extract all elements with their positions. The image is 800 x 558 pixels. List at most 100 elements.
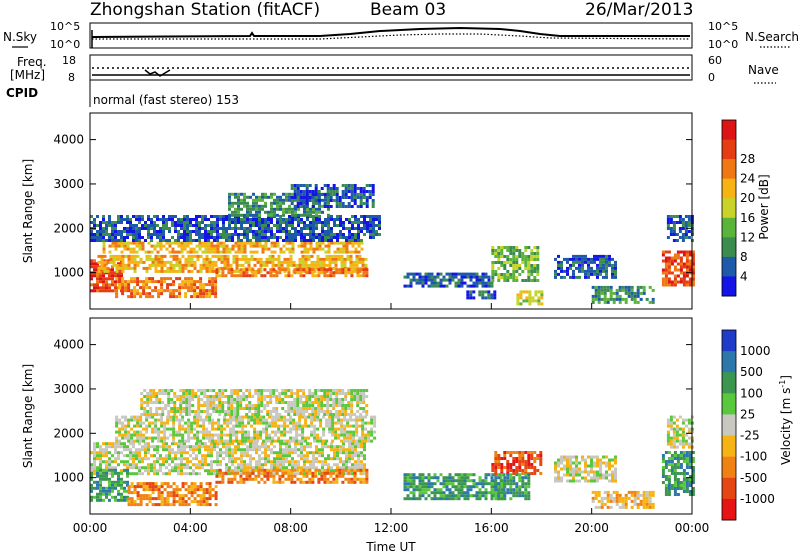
data-cell — [215, 494, 218, 497]
data-cell — [407, 285, 410, 288]
data-cell — [252, 199, 255, 202]
data-cell — [306, 202, 309, 205]
data-cell — [332, 271, 335, 274]
cpid-mode: normal (fast stereo) 153 — [93, 93, 239, 107]
data-cell — [329, 404, 332, 407]
data-cell — [221, 271, 224, 274]
data-cell — [267, 211, 270, 214]
data-cell — [688, 221, 691, 224]
data-cell — [261, 230, 264, 233]
data-cell — [239, 258, 242, 261]
data-cell — [306, 196, 309, 199]
data-cell — [605, 273, 608, 276]
data-cell — [124, 286, 127, 289]
data-cell — [293, 398, 296, 401]
data-cell — [335, 481, 338, 484]
data-cell — [256, 431, 259, 434]
data-cell — [278, 268, 281, 271]
data-cell — [99, 466, 102, 469]
data-cell — [284, 389, 287, 392]
data-cell — [281, 392, 284, 395]
data-cell — [359, 274, 362, 277]
colorbar-segment — [722, 218, 736, 238]
data-cell — [466, 290, 469, 293]
data-cell — [210, 472, 213, 475]
data-cell — [363, 193, 366, 196]
data-cell — [315, 202, 318, 205]
data-cell — [329, 264, 332, 267]
data-cell — [227, 478, 230, 481]
data-cell — [279, 230, 282, 233]
data-cell — [176, 255, 179, 258]
data-cell — [581, 270, 584, 273]
data-cell — [512, 261, 515, 264]
data-cell — [317, 469, 320, 472]
data-cell — [160, 416, 163, 419]
data-cell — [485, 276, 488, 279]
data-cell — [341, 261, 344, 264]
data-cell — [139, 431, 142, 434]
data-cell — [273, 193, 276, 196]
data-cell — [315, 448, 318, 451]
data-cell — [149, 413, 152, 416]
data-cell — [625, 298, 628, 301]
data-cell — [354, 239, 357, 242]
data-cell — [622, 289, 625, 292]
data-cell — [155, 413, 158, 416]
data-cell — [147, 227, 150, 230]
data-cell — [362, 274, 365, 277]
data-cell — [201, 218, 204, 221]
data-cell — [452, 273, 455, 276]
data-cell — [264, 460, 267, 463]
data-cell — [347, 481, 350, 484]
data-cell — [416, 282, 419, 285]
data-cell — [269, 395, 272, 398]
data-cell — [329, 413, 332, 416]
data-cell — [318, 196, 321, 199]
data-cell — [478, 293, 481, 296]
data-cell — [282, 208, 285, 211]
data-cell — [689, 281, 692, 284]
data-cell — [264, 236, 267, 239]
data-cell — [238, 425, 241, 428]
data-cell — [182, 392, 185, 395]
data-cell — [241, 431, 244, 434]
data-cell — [108, 274, 111, 277]
data-cell — [321, 193, 324, 196]
data-cell — [161, 407, 164, 410]
data-cell — [269, 410, 272, 413]
data-cell — [252, 193, 255, 196]
data-cell — [117, 218, 120, 221]
data-cell — [167, 503, 170, 506]
data-cell — [254, 410, 257, 413]
colorbar-segment — [722, 276, 736, 296]
data-cell — [247, 431, 250, 434]
data-cell — [302, 268, 305, 271]
data-cell — [278, 469, 281, 472]
data-cell — [315, 211, 318, 214]
data-cell — [643, 292, 646, 295]
data-cell — [682, 239, 685, 242]
data-cell — [96, 230, 99, 233]
data-cell — [345, 454, 348, 457]
data-cell — [279, 463, 282, 466]
data-cell — [351, 196, 354, 199]
data-cell — [141, 236, 144, 239]
data-cell — [425, 276, 428, 279]
data-cell — [257, 469, 260, 472]
data-cell — [199, 440, 202, 443]
data-cell — [413, 273, 416, 276]
data-cell — [151, 289, 154, 292]
data-cell — [372, 205, 375, 208]
data-cell — [237, 227, 240, 230]
data-cell — [218, 413, 221, 416]
data-cell — [175, 431, 178, 434]
data-cell — [533, 258, 536, 261]
data-cell — [297, 463, 300, 466]
data-cell — [222, 233, 225, 236]
data-cell — [601, 286, 604, 289]
data-cell — [192, 451, 195, 454]
data-cell — [270, 460, 273, 463]
data-cell — [299, 407, 302, 410]
data-cell — [276, 196, 279, 199]
